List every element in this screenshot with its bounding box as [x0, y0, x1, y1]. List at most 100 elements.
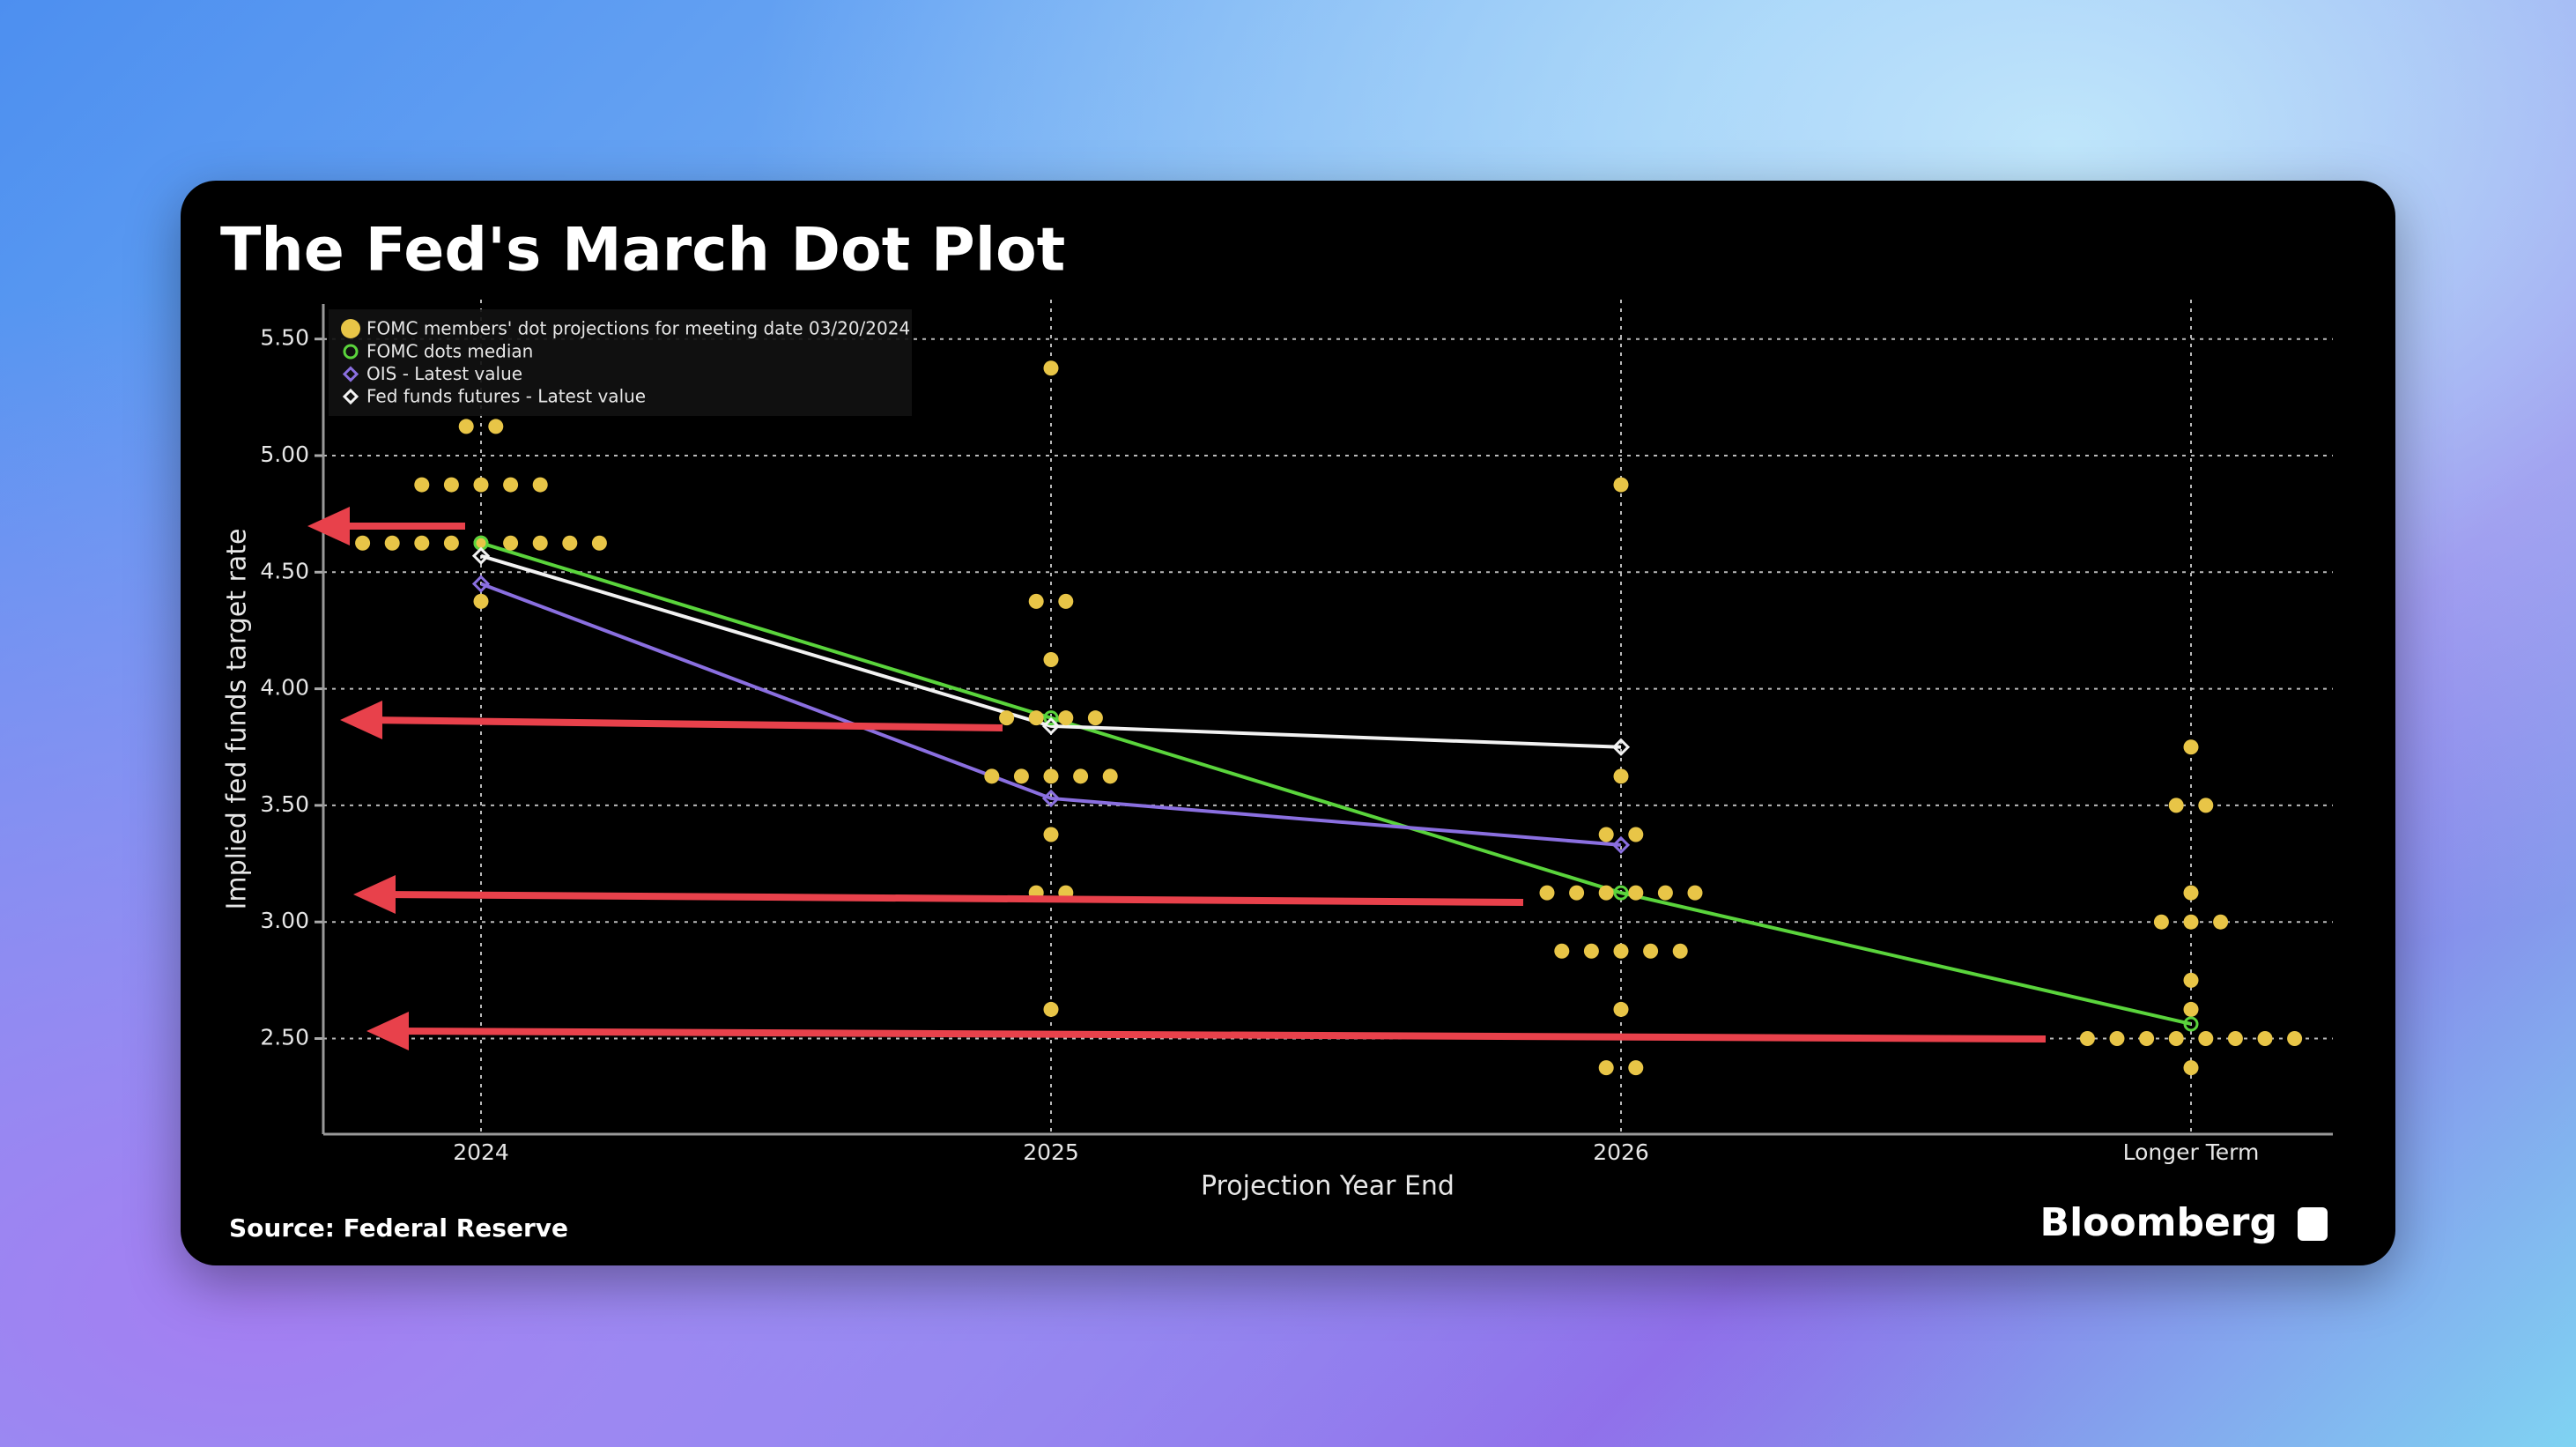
- dot: [2168, 798, 2184, 813]
- brand: Bloomberg: [2040, 1200, 2277, 1245]
- legend-box: [329, 309, 912, 416]
- legend-label: OIS - Latest value: [366, 363, 522, 384]
- series-line: [480, 541, 2192, 1026]
- dot: [1058, 710, 1074, 726]
- line-marker: [1041, 789, 1061, 808]
- dot: [488, 419, 504, 434]
- brand-icon: [2298, 1207, 2328, 1241]
- dot: [1087, 710, 1103, 726]
- dot: [1043, 827, 1059, 842]
- annotation-arrowhead: [340, 701, 382, 739]
- line-marker: [471, 575, 491, 593]
- dot: [458, 419, 474, 434]
- line-marker: [1611, 738, 1631, 756]
- x-tick-label: Longer Term: [2123, 1139, 2260, 1165]
- legend-swatch: [342, 388, 359, 405]
- dot: [1613, 943, 1629, 959]
- line-marker: [1613, 885, 1629, 901]
- dot: [2183, 885, 2199, 901]
- legend-swatch: [341, 319, 360, 338]
- dot: [503, 535, 519, 551]
- dot: [1073, 768, 1089, 784]
- dot: [473, 593, 489, 609]
- line-marker: [471, 546, 491, 565]
- dot: [1643, 943, 1659, 959]
- y-tick-label: 4.00: [260, 675, 309, 701]
- dot: [414, 535, 430, 551]
- dot: [384, 535, 400, 551]
- series-line: [480, 582, 1622, 847]
- dot: [1613, 1001, 1629, 1017]
- legend-label: FOMC members' dot projections for meetin…: [366, 318, 910, 339]
- dot: [1102, 768, 1118, 784]
- x-tick-label: 2024: [453, 1139, 509, 1165]
- dot: [1569, 885, 1585, 901]
- dot: [1628, 1060, 1644, 1076]
- dot: [1613, 477, 1629, 493]
- dot: [2183, 1001, 2199, 1017]
- x-axis-title: Projection Year End: [1201, 1171, 1455, 1202]
- dot: [1583, 943, 1599, 959]
- dot: [2153, 914, 2169, 930]
- annotation-arrowhead: [366, 1012, 409, 1050]
- line-marker: [1041, 716, 1061, 736]
- dot: [2287, 1031, 2303, 1047]
- x-tick-label: 2025: [1023, 1139, 1079, 1165]
- dot: [532, 477, 548, 493]
- dot: [473, 477, 489, 493]
- dot: [2183, 914, 2199, 930]
- dot: [1598, 885, 1614, 901]
- y-tick-label: 3.50: [260, 791, 309, 817]
- dot: [355, 535, 371, 551]
- dot: [2168, 1031, 2184, 1047]
- dot: [1554, 943, 1570, 959]
- dot: [1657, 885, 1673, 901]
- dot: [1043, 768, 1059, 784]
- annotation-arrowhead: [353, 875, 396, 914]
- line-marker: [1611, 835, 1631, 855]
- legend-swatch: [343, 344, 359, 360]
- dot: [999, 710, 1015, 726]
- dot: [443, 477, 459, 493]
- legend-label: FOMC dots median: [366, 341, 533, 362]
- dot: [1672, 943, 1688, 959]
- dot: [2227, 1031, 2243, 1047]
- annotation-arrow: [392, 1028, 2047, 1043]
- dot: [591, 535, 607, 551]
- dot: [984, 768, 1000, 784]
- dot: [2183, 972, 2199, 988]
- dot: [2198, 798, 2214, 813]
- dot: [1013, 768, 1029, 784]
- line-marker: [2183, 1016, 2199, 1032]
- dot: [1028, 710, 1044, 726]
- dot: [503, 477, 519, 493]
- y-tick-label: 5.50: [260, 325, 309, 351]
- dot: [2183, 739, 2199, 755]
- dot: [2198, 1031, 2214, 1047]
- annotation-arrowhead: [307, 507, 350, 545]
- dot: [2183, 1060, 2199, 1076]
- dot: [562, 535, 578, 551]
- source: Source: Federal Reserve: [229, 1213, 568, 1243]
- dot: [1539, 885, 1555, 901]
- dot: [1043, 652, 1059, 668]
- legend-swatch: [342, 366, 359, 382]
- dot: [1598, 1060, 1614, 1076]
- dot: [2257, 1031, 2273, 1047]
- dot: [1058, 593, 1074, 609]
- dot: [2213, 914, 2229, 930]
- series-line: [480, 553, 1622, 749]
- dot: [1628, 885, 1644, 901]
- dot: [1598, 827, 1614, 842]
- dot: [532, 535, 548, 551]
- dot: [2139, 1031, 2155, 1047]
- y-tick-label: 5.00: [260, 442, 309, 467]
- dot: [414, 477, 430, 493]
- y-axis-title: Implied fed funds target rate: [222, 529, 253, 910]
- dot: [1613, 768, 1629, 784]
- line-marker: [1043, 710, 1059, 726]
- dot: [1028, 593, 1044, 609]
- y-tick-label: 2.50: [260, 1025, 309, 1050]
